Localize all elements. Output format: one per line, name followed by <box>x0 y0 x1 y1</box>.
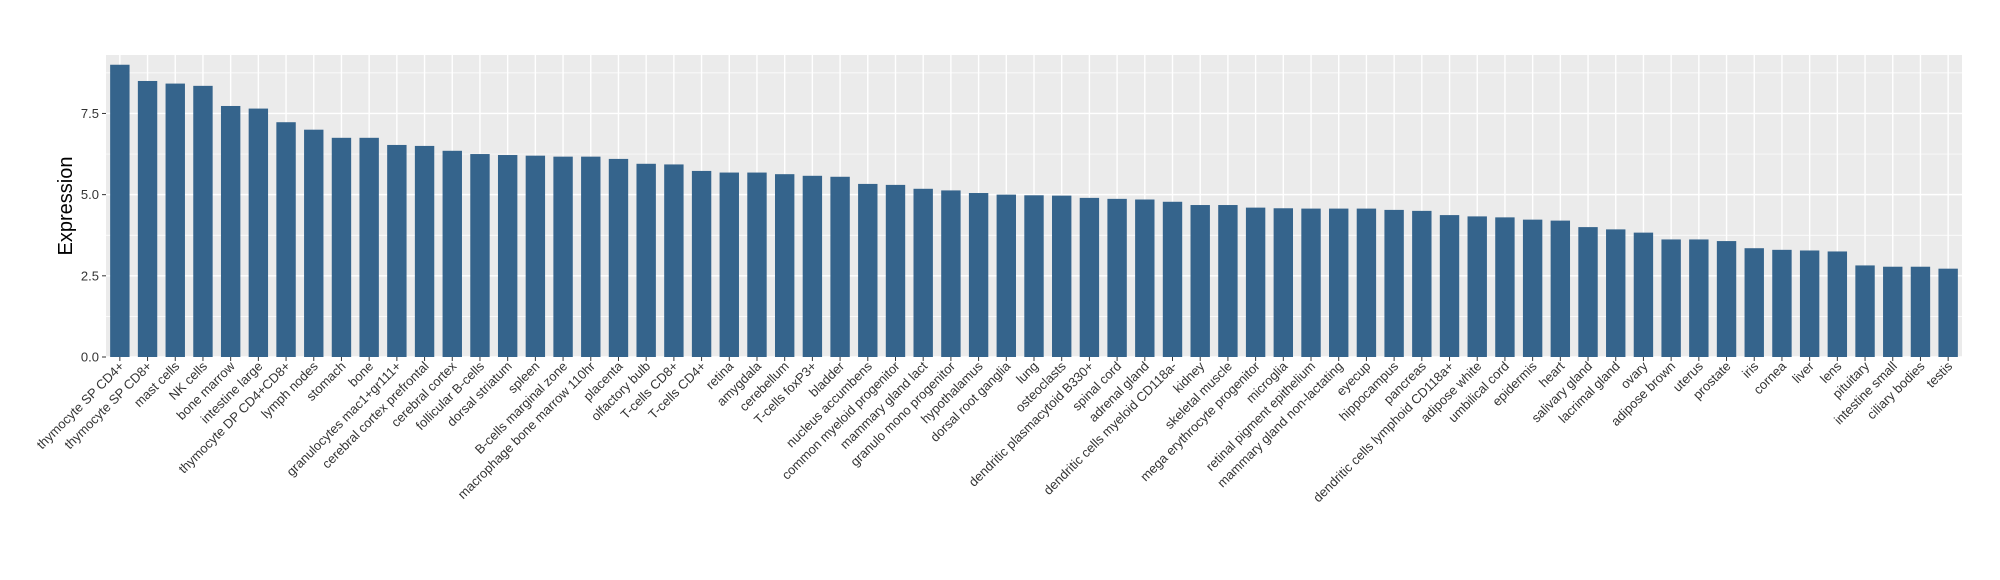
bar <box>1329 208 1349 357</box>
bar <box>1799 250 1820 357</box>
bar <box>470 154 490 357</box>
x-axis: thymocyte SP CD4+thymocyte SP CD8+mast c… <box>34 357 1956 505</box>
bar <box>553 156 573 357</box>
y-axis: 0.0 2.5 5.0 7.5 <box>81 106 106 365</box>
bar <box>1550 220 1571 357</box>
bar <box>1578 227 1598 357</box>
bar <box>1024 195 1044 357</box>
bar <box>1606 229 1626 357</box>
y-tick-label: 0.0 <box>81 350 99 365</box>
bar <box>220 105 241 358</box>
bar <box>1162 201 1183 357</box>
bar <box>1356 208 1377 357</box>
y-tick-label: 5.0 <box>81 187 99 202</box>
bar <box>691 170 712 357</box>
bar <box>608 158 629 357</box>
bar <box>1772 249 1792 357</box>
bar <box>1190 205 1210 357</box>
bar <box>110 64 130 357</box>
bar <box>359 137 379 357</box>
bar <box>664 164 684 357</box>
bar <box>774 174 795 357</box>
bar <box>802 175 823 357</box>
bar <box>165 83 185 357</box>
bar <box>497 155 518 357</box>
bar <box>1384 209 1404 357</box>
bar <box>331 137 352 357</box>
bar <box>1661 239 1681 357</box>
bar <box>525 155 546 357</box>
y-axis-title: Expression <box>55 157 77 256</box>
bar <box>1744 248 1764 357</box>
bar <box>1827 251 1848 357</box>
bar <box>885 184 906 357</box>
bar <box>636 163 656 357</box>
bar <box>1218 205 1238 357</box>
y-tick-label: 2.5 <box>81 268 99 283</box>
bar <box>1052 195 1072 357</box>
bar <box>1135 199 1155 357</box>
bar <box>193 85 213 358</box>
bar <box>1412 210 1432 357</box>
bar <box>1522 219 1543 357</box>
bar <box>747 172 767 357</box>
bar <box>581 156 601 357</box>
bar <box>276 122 296 357</box>
bar <box>1855 265 1875 357</box>
bar <box>1910 266 1931 357</box>
bar <box>968 193 989 357</box>
y-tick-label: 7.5 <box>81 106 99 121</box>
bar <box>414 145 435 357</box>
bar <box>248 108 269 357</box>
bar <box>1107 198 1127 357</box>
bar <box>442 150 462 357</box>
bar <box>913 188 933 357</box>
bar <box>387 144 407 357</box>
bar <box>830 176 850 357</box>
bar <box>1716 241 1737 357</box>
x-tick-label: cornea <box>1750 358 1789 397</box>
bar <box>1245 207 1266 357</box>
bar <box>1938 268 1958 357</box>
bar <box>1301 208 1321 357</box>
bar <box>858 183 878 357</box>
bar <box>1633 232 1654 357</box>
bars <box>110 64 1958 358</box>
bar <box>719 172 739 357</box>
bar <box>304 129 324 357</box>
bar <box>1495 217 1515 357</box>
bar <box>1079 197 1100 357</box>
bar <box>1689 239 1709 357</box>
bar <box>996 194 1016 357</box>
bar <box>1273 208 1294 357</box>
x-tick-label: testis <box>1923 358 1955 390</box>
bar <box>1467 216 1487 357</box>
bar <box>941 190 961 357</box>
bar <box>1439 215 1460 357</box>
x-tick-label: liver <box>1789 358 1817 386</box>
bar <box>1883 266 1903 357</box>
bar <box>137 80 158 358</box>
